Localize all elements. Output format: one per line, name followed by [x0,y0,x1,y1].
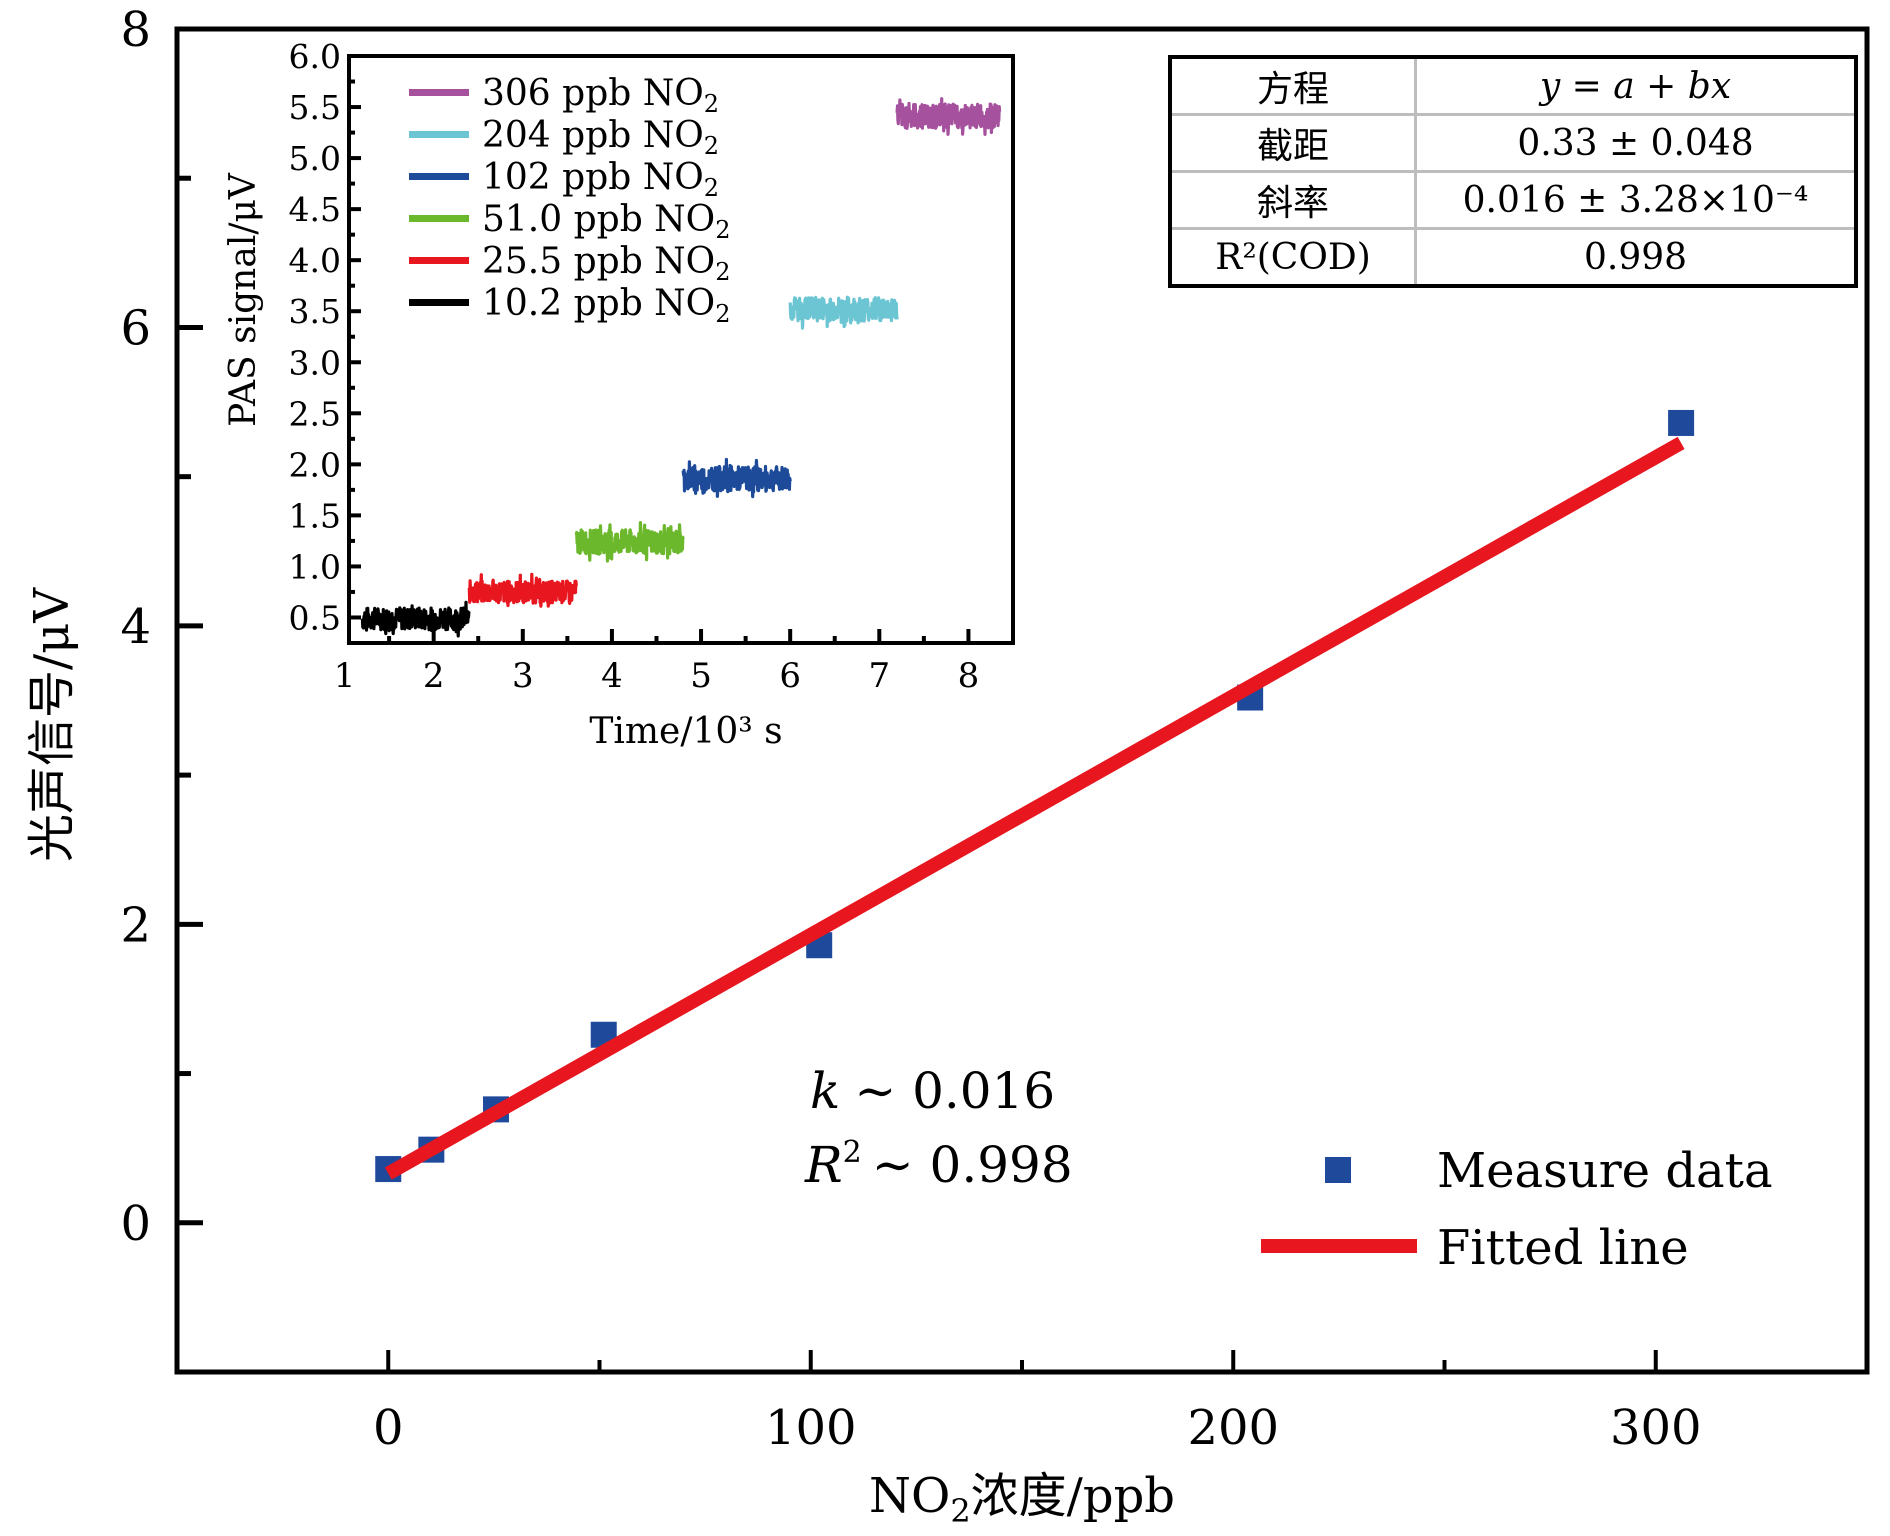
legend-label-measure-data: Measure data [1437,1143,1773,1199]
inset-legend-label: 10.2 ppb NO2 [482,283,730,328]
x-tick-label: 300 [1610,1400,1702,1456]
inset-traces-layer [360,97,1002,638]
inset-y-tick-label: 1.0 [289,547,341,586]
main-y-axis-label: 光声信号/μV [24,587,80,862]
table-cell-value: 0.016 ± 3.28×10⁻⁴ [1414,170,1856,230]
inset-y-axis-label: PAS signal/μV [223,172,264,427]
main-y-axis-ticks: 0 2 4 6 8 [120,2,203,1375]
table-row: 截距 0.33 ± 0.048 [1170,113,1856,173]
inset-legend-swatch [409,215,469,222]
r2-annotation: R2 ∼ 0.998 [804,1135,1073,1194]
legend-marker-measure-data [1325,1157,1351,1183]
inset-x-axis-ticks: 1 2 3 4 5 6 7 8 [334,629,980,696]
table-cell-label: 截距 [1170,113,1417,173]
inset-y-tick-label: 6.0 [289,37,341,76]
inset-y-tick-label: 2.0 [289,445,341,484]
inset-x-tick-label: 5 [690,656,712,696]
table-cell-value: y = a + bx [1414,57,1856,116]
inset-y-tick-label: 5.5 [289,88,341,127]
fit-parameters-table: 方程 y = a + bx 截距 0.33 ± 0.048 斜率 0.016 ±… [1168,55,1858,288]
inset-plot-frame [347,54,1015,645]
x-tick-label: 100 [765,1400,857,1456]
inset-legend-swatch [409,299,469,306]
main-plot: 0 100 200 300 0 2 4 6 8 NO2浓度/ppb 光声信号/μV k ∼ 0.… [24,2,1870,1530]
y-tick-label: 0 [120,1196,151,1252]
table-cell-label: R²(COD) [1170,227,1417,286]
inset-trace [467,572,578,608]
inset-trace [895,97,1002,136]
inset-x-tick-label: 4 [601,656,623,696]
inset-x-tick-label: 7 [868,656,890,696]
data-point [1668,409,1695,436]
fitted-line-layer [384,436,1685,1180]
inset-y-tick-label: 4.5 [289,190,341,229]
inset-y-tick-label: 1.5 [289,496,341,535]
inset-legend-label: 25.5 ppb NO2 [482,241,730,286]
main-legend: Measure data Fitted line [1261,1143,1773,1276]
y-tick-label: 8 [120,2,151,58]
inset-x-tick-label: 8 [958,656,980,696]
slope-annotation: k ∼ 0.016 [810,1062,1055,1120]
inset-legend-swatch [409,131,469,138]
inset-y-tick-label: 4.0 [289,241,341,280]
fitted-line [384,436,1685,1180]
table-row: 斜率 0.016 ± 3.28×10⁻⁴ [1170,170,1856,230]
inset-legend-swatch [409,173,469,180]
inset-y-tick-label: 2.5 [289,394,341,433]
legend-line-fitted [1261,1239,1417,1253]
table-cell-value: 0.33 ± 0.048 [1414,113,1856,173]
inset-x-tick-label: 6 [779,656,801,696]
inset-legend-label: 306 ppb NO2 [482,73,719,118]
x-tick-label: 200 [1187,1400,1279,1456]
inset-legend-swatch [409,257,469,264]
inset-x-tick-label: 3 [512,656,534,696]
inset-legend-swatch [409,89,469,96]
x-label-cn: 浓度/ppb [971,1468,1175,1524]
inset-x-axis-label: Time/10³ s [589,711,782,752]
legend-label-fitted-line: Fitted line [1437,1220,1689,1276]
inset-y-tick-label: 5.0 [289,139,341,178]
inset-x-tick-label: 2 [423,656,445,696]
inset-plot: 1 2 3 4 5 6 7 8 0.5 1.0 1.5 2.0 2.5 3.0 3.5 4.0 4.5 5.0 5… [223,37,1015,752]
inset-legend-label: 102 ppb NO2 [482,157,719,202]
table-cell-label: 方程 [1170,57,1417,116]
inset-y-tick-label: 0.5 [289,598,341,637]
x-tick-label: 0 [373,1400,404,1456]
inset-trace [360,600,471,638]
inset-y-tick-label: 3.0 [289,343,341,382]
table-cell-value: 0.998 [1414,227,1856,286]
inset-x-tick-label: 1 [334,656,356,696]
inset-legend-label: 204 ppb NO2 [482,115,719,160]
y-tick-label: 2 [120,897,151,953]
y-tick-label: 4 [120,599,151,655]
inset-legend-label: 51.0 ppb NO2 [482,199,730,244]
inset-y-tick-label: 3.5 [289,292,341,331]
table-cell-label: 斜率 [1170,170,1417,230]
main-x-axis-ticks: 0 100 200 300 [373,1350,1702,1456]
inset-trace [681,457,792,499]
inset-trace [574,521,685,563]
main-x-axis-label: NO2浓度/ppb [869,1468,1175,1530]
inset-trace [788,295,899,330]
y-tick-label: 6 [120,300,151,356]
main-plot-frame [174,26,1870,1375]
table-row: R²(COD) 0.998 [1170,227,1856,286]
table-row: 方程 y = a + bx [1170,57,1856,116]
